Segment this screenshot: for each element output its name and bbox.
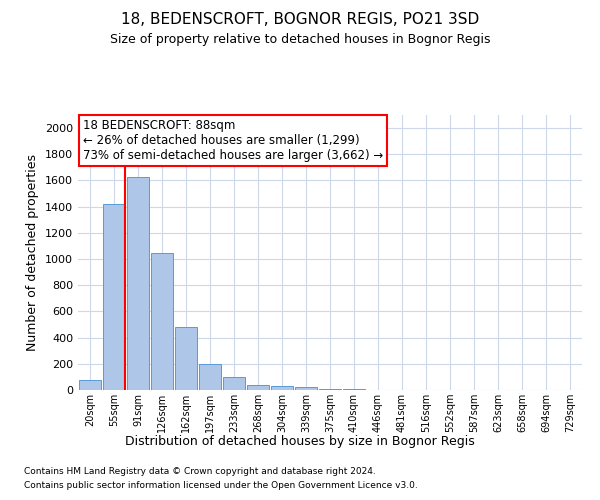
Text: Distribution of detached houses by size in Bognor Regis: Distribution of detached houses by size … xyxy=(125,435,475,448)
Bar xyxy=(151,252,173,390)
Text: 18 BEDENSCROFT: 88sqm
← 26% of detached houses are smaller (1,299)
73% of semi-d: 18 BEDENSCROFT: 88sqm ← 26% of detached … xyxy=(83,119,383,162)
Bar xyxy=(79,380,101,390)
Bar xyxy=(103,204,125,390)
Text: Contains HM Land Registry data © Crown copyright and database right 2024.: Contains HM Land Registry data © Crown c… xyxy=(24,468,376,476)
Bar xyxy=(319,388,341,390)
Bar xyxy=(295,388,317,390)
Bar xyxy=(175,327,197,390)
Text: 18, BEDENSCROFT, BOGNOR REGIS, PO21 3SD: 18, BEDENSCROFT, BOGNOR REGIS, PO21 3SD xyxy=(121,12,479,28)
Bar xyxy=(127,176,149,390)
Bar xyxy=(247,385,269,390)
Text: Contains public sector information licensed under the Open Government Licence v3: Contains public sector information licen… xyxy=(24,481,418,490)
Bar xyxy=(199,364,221,390)
Bar xyxy=(271,386,293,390)
Y-axis label: Number of detached properties: Number of detached properties xyxy=(26,154,40,351)
Bar xyxy=(223,377,245,390)
Text: Size of property relative to detached houses in Bognor Regis: Size of property relative to detached ho… xyxy=(110,32,490,46)
